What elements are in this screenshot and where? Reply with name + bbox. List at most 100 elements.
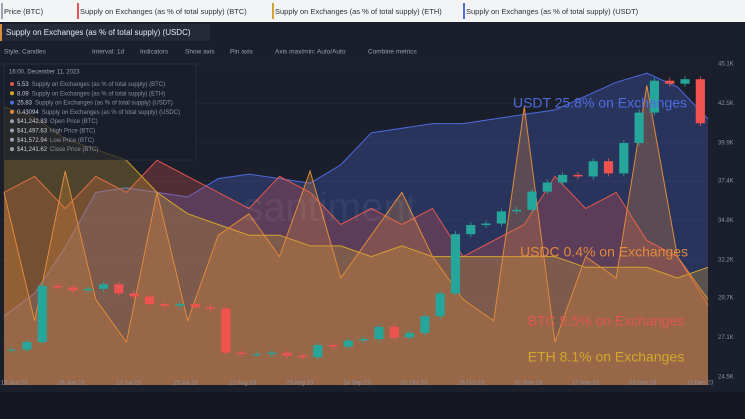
x-tick-label: 29 Aug 23: [286, 381, 314, 387]
tab-label[interactable]: Supply on Exchanges (as % of total suppl…: [275, 7, 442, 16]
toolbar-item[interactable]: Show axis: [185, 49, 215, 56]
candle: [466, 225, 476, 235]
candle: [603, 161, 614, 174]
candle: [282, 352, 292, 356]
active-tab-marker: [0, 24, 2, 41]
candle: [527, 191, 537, 210]
tab-label[interactable]: Supply on Exchanges (as % of total suppl…: [466, 7, 639, 16]
candle: [343, 340, 353, 347]
y-tick-label: 42.5K: [718, 101, 734, 107]
active-tab[interactable]: [0, 24, 210, 41]
candle: [129, 293, 139, 297]
tooltip-value: 5.53: [17, 82, 29, 88]
x-tick-label: 12 Aug 23: [229, 381, 257, 387]
toolbar-item[interactable]: Pin axis: [230, 49, 254, 56]
candle: [175, 304, 185, 306]
candle: [496, 211, 506, 224]
candle: [512, 209, 522, 212]
tab-label[interactable]: Price (BTC): [4, 7, 44, 16]
tooltip-label: High Price (BTC): [50, 128, 95, 134]
tooltip-swatch: [10, 147, 14, 152]
tabs: Price (BTC) Supply on Exchanges (as % of …: [1, 3, 639, 19]
tooltip-label: Open Price (BTC): [50, 119, 98, 125]
annotation: USDT 25.8% on Exchanges: [513, 95, 687, 111]
annotation: BTC 5.5% on Exchanges: [528, 313, 684, 329]
candle: [328, 345, 338, 347]
candle: [68, 287, 78, 291]
candle: [359, 339, 369, 341]
navigator[interactable]: [0, 392, 745, 419]
tooltip-row: 0.43094 Supply on Exchanges (as % of tota…: [17, 109, 180, 115]
candle: [374, 326, 384, 340]
tooltip-row: $41,242.83 Open Price (BTC): [17, 119, 98, 125]
area-line: [3, 72, 709, 317]
y-tick-label: 24.5K: [718, 375, 734, 381]
tooltip-swatch: [10, 119, 14, 124]
candle: [450, 234, 461, 294]
tooltip-label: Supply on Exchanges (as % of total suppl…: [32, 91, 165, 97]
tab-marker: [272, 3, 274, 19]
tooltip-row: 25.83 Supply on Exchanges (as % of total …: [17, 100, 173, 106]
candle: [52, 285, 63, 288]
y-tick-label: 27.1K: [718, 335, 734, 341]
candle: [144, 296, 154, 305]
x-tick-label: 01 Nov 23: [515, 381, 543, 387]
candle: [665, 80, 675, 84]
candle: [542, 182, 552, 192]
annotation: ETH 8.1% on Exchanges: [528, 349, 684, 365]
candle: [588, 161, 598, 177]
y-tick-label: 37.4K: [718, 179, 734, 185]
candle: [680, 79, 690, 84]
toolbar-item[interactable]: Style: Candles: [4, 49, 47, 56]
toolbar-item[interactable]: Combine metrics: [368, 49, 418, 56]
candle: [22, 342, 32, 350]
toolbar-item[interactable]: Interval: 1d: [92, 49, 125, 56]
x-tick-label: 25 Jul 23: [173, 381, 198, 387]
area-fill: [4, 85, 708, 386]
tooltip-swatch: [10, 100, 14, 105]
candle: [160, 304, 170, 306]
candle: [634, 112, 644, 144]
x-tick-label: 14 Sep 23: [343, 381, 371, 387]
watermark: santiment: [243, 186, 416, 230]
y-tick-label: 39.9K: [718, 141, 734, 147]
candle: [221, 308, 231, 353]
toolbar-item[interactable]: Indicators: [140, 49, 169, 56]
candle: [619, 143, 629, 174]
candle: [114, 284, 124, 294]
x-tick-label: 16 Oct 23: [458, 381, 485, 387]
toolbar-item[interactable]: Axis max/min: Auto/Auto: [275, 49, 346, 56]
candle: [83, 288, 93, 291]
tooltip-label: Close Price (BTC): [50, 147, 98, 153]
candle: [649, 80, 660, 113]
area-fill: [4, 160, 708, 385]
candle: [481, 223, 491, 226]
area-line: [3, 159, 709, 306]
tooltip-value: 0.43094: [17, 109, 39, 115]
active-tab-label[interactable]: Supply on Exchanges (as % of total suppl…: [6, 28, 191, 37]
tab-label[interactable]: Supply on Exchanges (as % of total suppl…: [80, 7, 247, 16]
tooltip-row: $41,497.63 High Price (BTC): [17, 128, 95, 134]
candle: [420, 316, 430, 333]
tab-marker: [463, 3, 465, 19]
tooltip-swatch: [10, 137, 14, 142]
candle: [251, 354, 262, 356]
tooltip-label: Supply on Exchanges (as % of total suppl…: [42, 109, 180, 115]
candle: [267, 352, 277, 355]
candle: [206, 307, 216, 309]
candle: [190, 304, 200, 308]
candle: [236, 352, 246, 355]
x-tick-label: 17 Nov 23: [572, 381, 600, 387]
tooltip-row: $41,241.62 Close Price (BTC): [17, 147, 98, 153]
candle: [695, 79, 705, 124]
tooltip-value: $41,241.62: [17, 147, 48, 153]
plot: 45.1K 42.5K 39.9K 37.4K 34.8K 32.2K 29.7K 27.1K…: [0, 62, 734, 387]
tooltip-swatch: [10, 128, 14, 133]
tooltip-box: [3, 63, 197, 161]
candle: [297, 355, 308, 358]
area-line: [3, 85, 709, 344]
y-tick-label: 34.8K: [718, 218, 734, 224]
